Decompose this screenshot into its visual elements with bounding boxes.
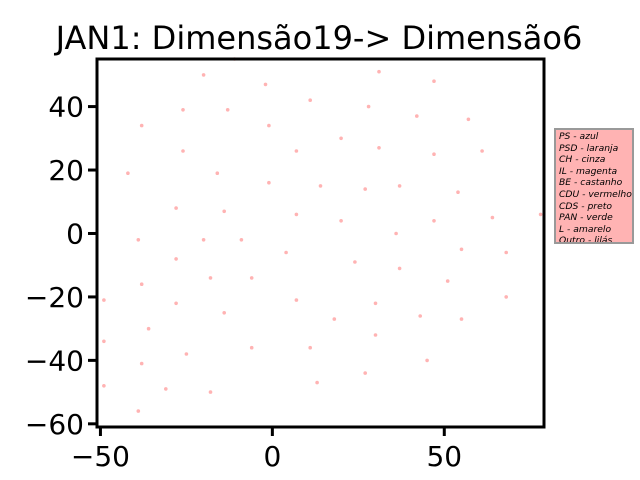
legend-entry: PSD - laranja: [559, 142, 619, 154]
points-layer: [102, 57, 543, 413]
legend-entry: IL - magenta: [559, 165, 618, 177]
scatter-point: [284, 250, 288, 255]
scatter-point: [432, 219, 436, 223]
scatter-point: [308, 345, 313, 350]
scatter-point: [490, 215, 495, 220]
scatter-point: [215, 171, 220, 175]
scatter-point: [504, 250, 509, 255]
scatter-point: [394, 231, 398, 236]
scatter-point: [239, 238, 244, 242]
scatter-point: [126, 171, 130, 175]
x-tick-label: −50: [71, 440, 130, 473]
scatter-point: [432, 79, 436, 83]
scatter-point: [222, 311, 226, 315]
scatter-point: [432, 152, 436, 156]
scatter-point: [267, 180, 271, 185]
scatter-point: [267, 123, 271, 128]
y-tick-label: 40: [48, 91, 84, 124]
scatter-point: [459, 247, 464, 252]
scatter-point: [181, 149, 185, 153]
y-tick-label: −20: [25, 281, 84, 314]
scatter-point: [164, 387, 168, 391]
scatter-point: [456, 190, 460, 194]
scatter-point: [425, 358, 429, 363]
scatter-point: [222, 209, 226, 214]
legend-entry: PAN - verde: [559, 212, 613, 224]
scatter-point: [136, 409, 141, 413]
scatter-point: [102, 339, 106, 344]
scatter-point: [139, 361, 144, 366]
scatter-point: [201, 73, 206, 77]
scatter-point: [294, 298, 299, 302]
scatter-point: [377, 69, 381, 74]
legend-entry: L - amarelo: [559, 223, 612, 235]
scatter-point: [201, 238, 206, 242]
scatter-point: [146, 326, 151, 331]
scatter-point: [208, 390, 213, 394]
scatter-point: [418, 314, 423, 318]
y-tick-label: −60: [25, 408, 84, 441]
scatter-point: [373, 333, 378, 337]
scatter-point: [397, 184, 402, 188]
legend: PS - azul PSD - laranja CH - cinza IL - …: [554, 128, 634, 244]
scatter-point: [294, 149, 299, 153]
plot-frame: [95, 57, 546, 429]
legend-entry: CDS - preto: [559, 200, 612, 212]
scatter-point: [136, 238, 141, 242]
scatter-point: [249, 345, 254, 350]
scatter-point: [415, 114, 419, 118]
scatter-point: [339, 219, 343, 223]
scatter-point: [466, 117, 471, 122]
scatter-point: [373, 301, 378, 306]
x-tick-label: 50: [426, 440, 462, 473]
legend-entry: CDU - vermelho: [559, 188, 632, 200]
scatter-point: [174, 206, 178, 210]
scatter-point: [339, 136, 343, 141]
scatter-point: [139, 123, 144, 128]
chart-title: JAN1: Dimensão19-> Dimensão6: [54, 19, 583, 57]
scatter-point: [263, 82, 268, 87]
scatter-point: [480, 149, 484, 153]
scatter-point: [504, 295, 509, 299]
scatter-point: [363, 187, 368, 191]
scatter-point: [184, 352, 189, 356]
scatter-point: [363, 371, 368, 375]
scatter-point: [139, 282, 144, 287]
legend-entry: CH - cinza: [559, 154, 606, 166]
legend-entry: PS - azul: [559, 131, 599, 142]
scatter-point: [308, 98, 313, 102]
scatter-point: [102, 298, 106, 302]
scatter-point: [208, 276, 213, 280]
legend-entry: BE - castanho: [559, 177, 623, 189]
scatter-point: [294, 212, 299, 217]
scatter-point: [225, 108, 230, 112]
scatter-point: [318, 184, 323, 188]
scatter-point: [332, 317, 337, 321]
scatter-point: [174, 301, 178, 306]
scatter-point: [249, 276, 254, 280]
y-tick-label: 20: [48, 154, 84, 187]
ticks-layer: −50 0 50 −60 −40 −20 0 20 40: [25, 91, 462, 473]
scatter-point: [353, 260, 357, 264]
y-tick-label: −40: [25, 344, 84, 377]
scatter-point: [397, 266, 402, 271]
x-tick-label: 0: [263, 440, 281, 473]
scatter-point: [377, 146, 381, 150]
scatter-point: [174, 257, 178, 261]
scatter-point: [459, 317, 464, 321]
scatter-point: [366, 104, 371, 109]
legend-entry: Outro - lilás: [559, 235, 613, 244]
scatter-point: [181, 108, 185, 112]
scatter-point: [315, 380, 319, 385]
y-tick-label: 0: [66, 217, 84, 250]
scatter-point: [102, 384, 106, 388]
scatter-point: [445, 279, 450, 283]
scatter-point: [538, 212, 543, 217]
